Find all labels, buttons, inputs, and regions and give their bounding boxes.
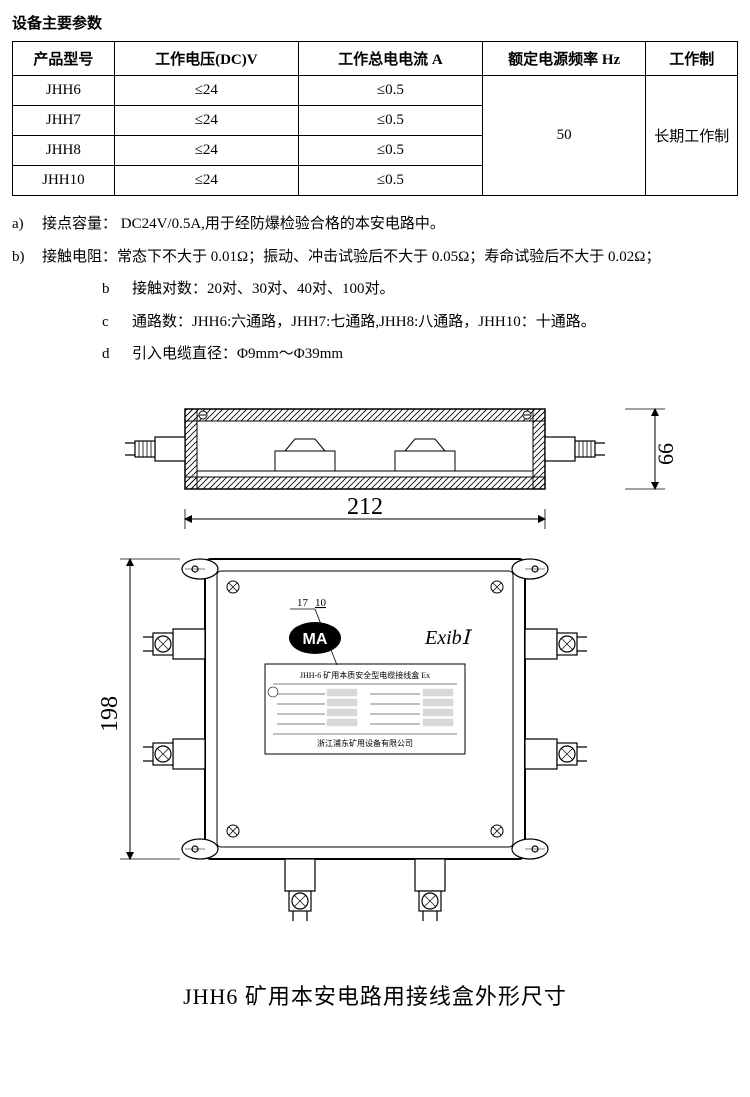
sub-note-c: c 通路数：JHH6:六通路，JHH7:七通路,JHH8:八通路，JHH10：十… [102, 308, 738, 337]
callout-17: 17 [297, 597, 309, 609]
note-marker: a) [12, 210, 42, 239]
svg-text:浙江浦东矿用设备有限公司: 浙江浦东矿用设备有限公司 [317, 738, 413, 748]
th-freq: 额定电源频率 Hz [482, 42, 646, 76]
cell-voltage: ≤24 [114, 76, 298, 106]
diagram-area: 66 212 [12, 389, 738, 949]
params-table: 产品型号 工作电压(DC)V 工作总电电流 A 额定电源频率 Hz 工作制 JH… [12, 41, 738, 196]
cell-current: ≤0.5 [298, 76, 482, 106]
cross-section-view: 66 [125, 409, 678, 489]
note-text: 接触电阻：常态下不大于 0.01Ω；振动、冲击试验后不大于 0.05Ω；寿命试验… [42, 243, 738, 272]
dim-width: 212 [185, 494, 545, 529]
th-current: 工作总电电流 A [298, 42, 482, 76]
cell-model: JHH7 [13, 106, 115, 136]
sub-notes: b 接触对数：20对、30对、40对、100对。 c 通路数：JHH6:六通路，… [102, 275, 738, 369]
cell-current: ≤0.5 [298, 166, 482, 196]
cell-voltage: ≤24 [114, 106, 298, 136]
cell-voltage: ≤24 [114, 136, 298, 166]
ma-logo: MA [289, 622, 341, 654]
sub-marker: d [102, 340, 132, 369]
note-a: a) 接点容量： DC24V/0.5A,用于经防爆检验合格的本安电路中。 [12, 210, 738, 239]
dim-198: 198 [97, 696, 123, 732]
sub-text: 通路数：JHH6:六通路，JHH7:七通路,JHH8:八通路，JHH10：十通路… [132, 308, 596, 337]
dim-66: 66 [653, 443, 678, 465]
sub-marker: b [102, 275, 132, 304]
notes-block: a) 接点容量： DC24V/0.5A,用于经防爆检验合格的本安电路中。 b) … [12, 210, 738, 369]
ex-mark: ExibⅠ [424, 627, 473, 649]
sub-note-d: d 引入电缆直径：Φ9mm～Φ39mm [102, 340, 738, 369]
sub-text: 接触对数：20对、30对、40对、100对。 [132, 275, 395, 304]
junction-box-diagram: 66 212 [65, 389, 685, 949]
sub-marker: c [102, 308, 132, 337]
cell-mode: 长期工作制 [646, 76, 738, 196]
note-text: 接点容量： DC24V/0.5A,用于经防爆检验合格的本安电路中。 [42, 210, 738, 239]
figure-caption: JHH6 矿用本安电路用接线盒外形尺寸 [12, 979, 738, 1011]
cell-model: JHH6 [13, 76, 115, 106]
th-model: 产品型号 [13, 42, 115, 76]
cell-model: JHH8 [13, 136, 115, 166]
svg-text:MA: MA [303, 631, 328, 648]
note-marker: b) [12, 243, 42, 272]
cell-model: JHH10 [13, 166, 115, 196]
section-title: 设备主要参数 [12, 12, 738, 33]
nameplate: JHH-6 矿用本质安全型电缆接线盒 Ex 浙江浦东矿用设备有限公司 [265, 664, 465, 754]
th-voltage: 工作电压(DC)V [114, 42, 298, 76]
svg-text:JHH-6 矿用本质安全型电缆接线盒 Ex: JHH-6 矿用本质安全型电缆接线盒 Ex [300, 670, 430, 680]
callout-10: 10 [315, 597, 327, 609]
dim-212: 212 [347, 494, 383, 520]
cell-voltage: ≤24 [114, 166, 298, 196]
cell-freq: 50 [482, 76, 646, 196]
cell-current: ≤0.5 [298, 136, 482, 166]
cell-current: ≤0.5 [298, 106, 482, 136]
sub-text: 引入电缆直径：Φ9mm～Φ39mm [132, 340, 343, 369]
th-mode: 工作制 [646, 42, 738, 76]
sub-note-b: b 接触对数：20对、30对、40对、100对。 [102, 275, 738, 304]
note-b: b) 接触电阻：常态下不大于 0.01Ω；振动、冲击试验后不大于 0.05Ω；寿… [12, 243, 738, 272]
front-view: MA ExibⅠ JHH-6 矿用本质安全型电缆接线盒 Ex 浙江浦东矿用设备有… [97, 559, 587, 921]
